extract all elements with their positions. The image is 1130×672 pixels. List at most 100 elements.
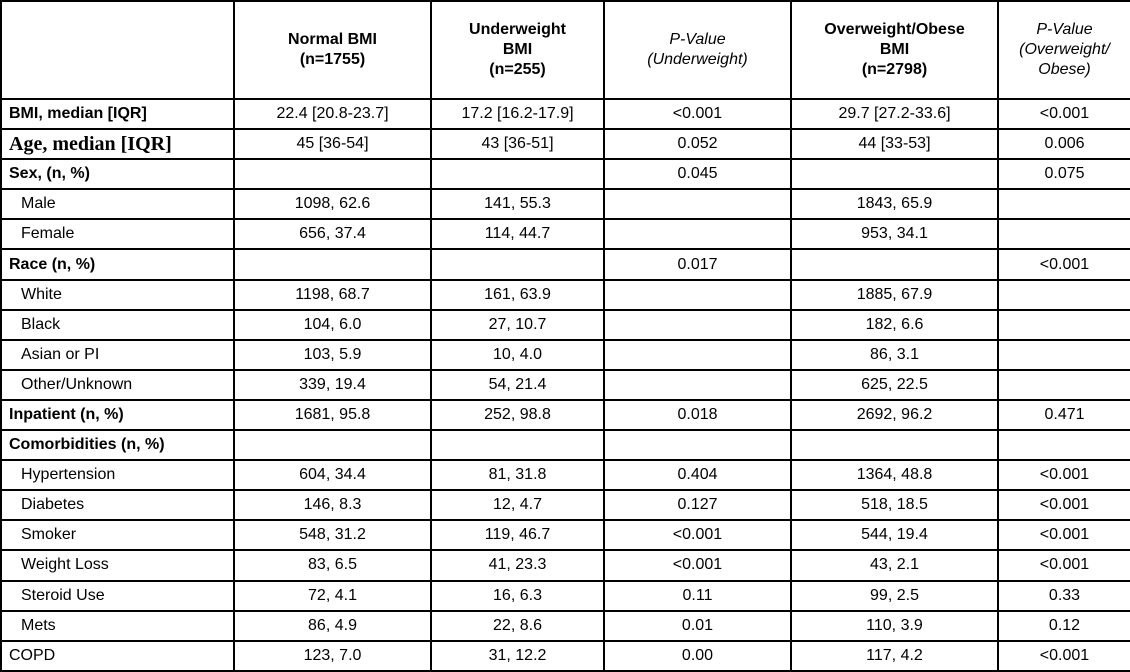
data-cell: 83, 6.5 xyxy=(233,549,432,582)
data-cell: 0.12 xyxy=(997,609,1130,642)
data-cell: 22, 8.6 xyxy=(430,609,605,642)
data-cell xyxy=(430,158,605,191)
data-cell: <0.001 xyxy=(603,549,792,582)
data-cell: 1843, 65.9 xyxy=(790,188,999,221)
data-cell: 22.4 [20.8-23.7] xyxy=(233,97,432,131)
data-cell: 117, 4.2 xyxy=(790,639,999,672)
data-cell xyxy=(790,158,999,191)
data-cell: 182, 6.6 xyxy=(790,308,999,341)
data-cell: <0.001 xyxy=(997,248,1130,281)
data-cell: 29.7 [27.2-33.6] xyxy=(790,97,999,131)
data-cell: 0.017 xyxy=(603,248,792,281)
row-label: COPD xyxy=(0,639,235,672)
data-cell xyxy=(233,429,432,462)
table-row: COPD 123, 7.0 31, 12.2 0.00 117, 4.2 <0.001 xyxy=(0,639,1130,672)
data-cell: 54, 21.4 xyxy=(430,368,605,401)
data-cell xyxy=(603,368,792,401)
data-cell xyxy=(997,218,1130,251)
data-cell: 110, 3.9 xyxy=(790,609,999,642)
row-label: Mets xyxy=(0,609,235,642)
header-row: Normal BMI (n=1755) Underweight BMI (n=25… xyxy=(0,0,1130,100)
row-label: Weight Loss xyxy=(0,549,235,582)
table-row: Female 656, 37.4 114, 44.7 953, 34.1 xyxy=(0,218,1130,251)
data-cell: 518, 18.5 xyxy=(790,489,999,522)
data-cell: 141, 55.3 xyxy=(430,188,605,221)
table-row: Black 104, 6.0 27, 10.7 182, 6.6 xyxy=(0,308,1130,341)
data-cell: 16, 6.3 xyxy=(430,579,605,612)
data-cell: 123, 7.0 xyxy=(233,639,432,672)
data-cell xyxy=(430,248,605,281)
row-label: BMI, median [IQR] xyxy=(0,97,235,131)
data-cell: 72, 4.1 xyxy=(233,579,432,612)
data-cell: 0.00 xyxy=(603,639,792,672)
data-cell: 0.075 xyxy=(997,158,1130,191)
data-cell: 81, 31.8 xyxy=(430,459,605,492)
data-cell: 12, 4.7 xyxy=(430,489,605,522)
data-cell: 0.045 xyxy=(603,158,792,191)
data-cell: 146, 8.3 xyxy=(233,489,432,522)
data-cell: 43, 2.1 xyxy=(790,549,999,582)
table-row: BMI, median [IQR] 22.4 [20.8-23.7] 17.2 [1… xyxy=(0,97,1130,131)
data-cell: <0.001 xyxy=(603,519,792,552)
table-row: Asian or PI 103, 5.9 10, 4.0 86, 3.1 xyxy=(0,338,1130,371)
data-cell: 27, 10.7 xyxy=(430,308,605,341)
table-row: Diabetes 146, 8.3 12, 4.7 0.127 518, 18.5 <0.… xyxy=(0,489,1130,522)
data-cell: 953, 34.1 xyxy=(790,218,999,251)
data-cell: 104, 6.0 xyxy=(233,308,432,341)
data-cell xyxy=(603,338,792,371)
data-cell: 1198, 68.7 xyxy=(233,278,432,311)
data-cell xyxy=(997,338,1130,371)
data-cell: 86, 4.9 xyxy=(233,609,432,642)
table-row: Sex, (n, %) 0.045 0.075 xyxy=(0,158,1130,191)
data-cell: 0.404 xyxy=(603,459,792,492)
row-label: Hypertension xyxy=(0,459,235,492)
table-row: Mets 86, 4.9 22, 8.6 0.01 110, 3.9 0.12 xyxy=(0,609,1130,642)
data-cell: <0.001 xyxy=(997,519,1130,552)
data-cell: 604, 34.4 xyxy=(233,459,432,492)
data-cell: 0.127 xyxy=(603,489,792,522)
row-label: Black xyxy=(0,308,235,341)
table-row: Weight Loss 83, 6.5 41, 23.3 <0.001 43, 2.1 <… xyxy=(0,549,1130,582)
table-row: White 1198, 68.7 161, 63.9 1885, 67.9 xyxy=(0,278,1130,311)
data-cell: 114, 44.7 xyxy=(430,218,605,251)
data-cell: 0.11 xyxy=(603,579,792,612)
row-label: Diabetes xyxy=(0,489,235,522)
table-head: Normal BMI (n=1755) Underweight BMI (n=25… xyxy=(0,0,1130,100)
row-label: Steroid Use xyxy=(0,579,235,612)
data-cell: 252, 98.8 xyxy=(430,398,605,432)
column-header xyxy=(0,0,235,100)
data-cell: 86, 3.1 xyxy=(790,338,999,371)
data-cell xyxy=(233,158,432,191)
table-body: BMI, median [IQR] 22.4 [20.8-23.7] 17.2 [1… xyxy=(0,97,1130,672)
data-cell: 625, 22.5 xyxy=(790,368,999,401)
table-row: Smoker 548, 31.2 119, 46.7 <0.001 544, 19.4 <… xyxy=(0,519,1130,552)
data-cell xyxy=(997,368,1130,401)
data-cell: 45 [36-54] xyxy=(233,128,432,161)
data-cell: 0.01 xyxy=(603,609,792,642)
data-cell: 103, 5.9 xyxy=(233,338,432,371)
table-row: Male 1098, 62.6 141, 55.3 1843, 65.9 xyxy=(0,188,1130,221)
row-label: Comorbidities (n, %) xyxy=(0,429,235,462)
data-cell xyxy=(790,248,999,281)
column-header: Underweight BMI (n=255) xyxy=(430,0,605,100)
row-label: White xyxy=(0,278,235,311)
data-cell xyxy=(233,248,432,281)
row-label: Other/Unknown xyxy=(0,368,235,401)
data-cell: <0.001 xyxy=(997,97,1130,131)
data-cell: 0.052 xyxy=(603,128,792,161)
data-cell xyxy=(603,429,792,462)
data-cell: <0.001 xyxy=(997,639,1130,672)
data-cell: <0.001 xyxy=(997,459,1130,492)
data-cell: 1885, 67.9 xyxy=(790,278,999,311)
data-cell: <0.001 xyxy=(997,489,1130,522)
data-cell xyxy=(603,188,792,221)
row-label: Smoker xyxy=(0,519,235,552)
data-cell: 544, 19.4 xyxy=(790,519,999,552)
data-cell xyxy=(997,308,1130,341)
data-cell xyxy=(603,278,792,311)
data-cell: <0.001 xyxy=(603,97,792,131)
column-header: P-Value (Underweight) xyxy=(603,0,792,100)
data-cell: 17.2 [16.2-17.9] xyxy=(430,97,605,131)
